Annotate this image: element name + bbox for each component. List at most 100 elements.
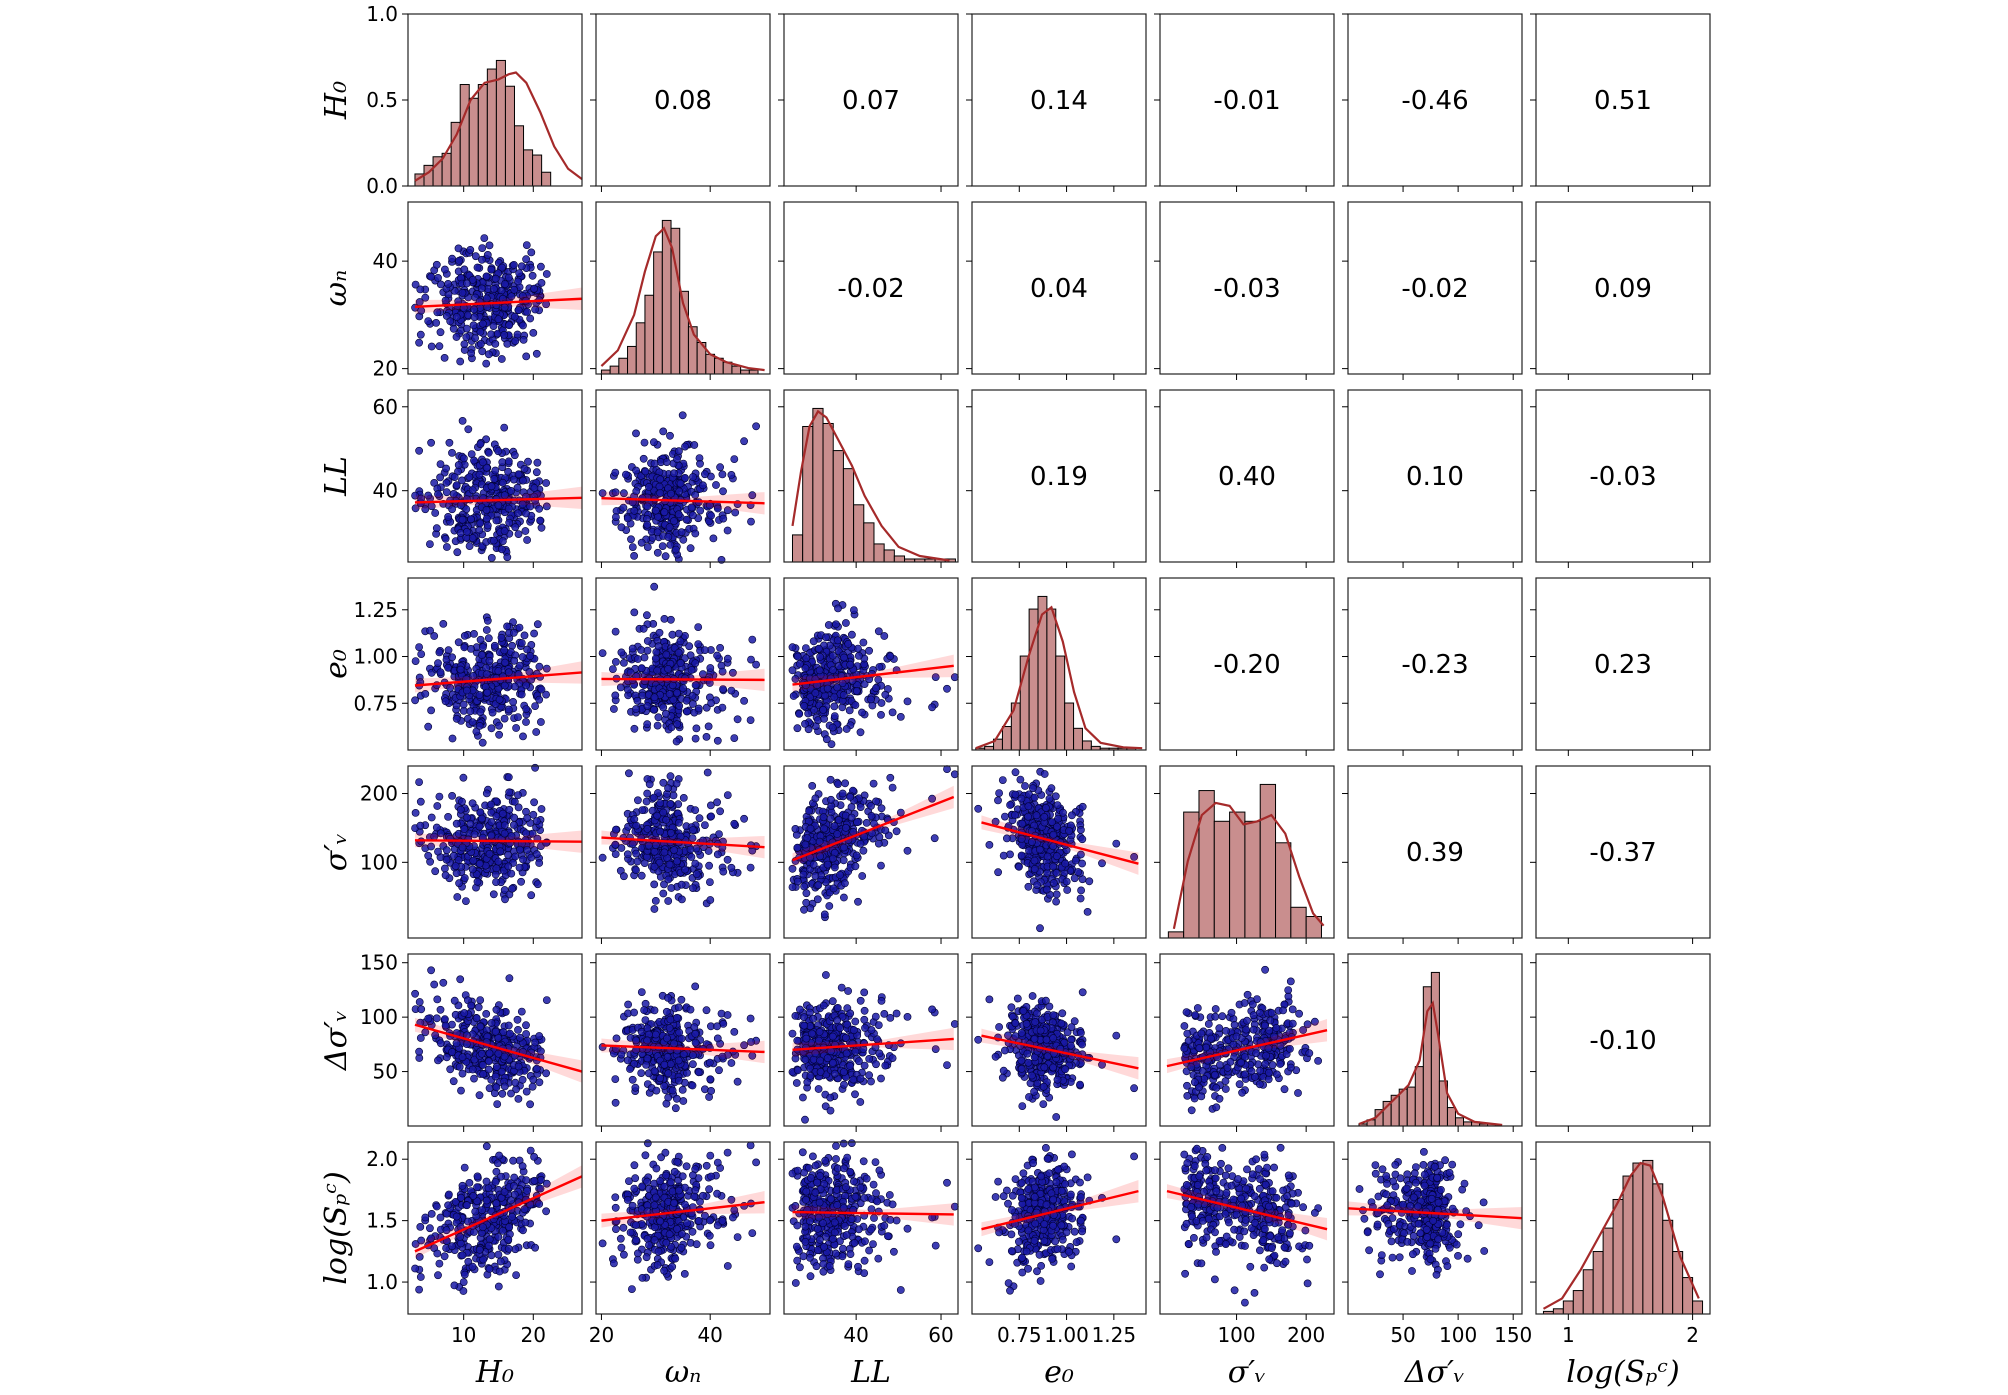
scatter-point (860, 1006, 869, 1015)
scatter-point (513, 330, 522, 339)
scatter-point (531, 1038, 539, 1047)
scatter-point (530, 484, 539, 492)
scatter-point (664, 665, 672, 673)
scatter-point (482, 506, 491, 514)
scatter-point (1053, 852, 1061, 861)
scatter-point (500, 646, 509, 655)
scatter-point (485, 241, 494, 250)
scatter-point (448, 1048, 456, 1056)
scatter-point (632, 487, 641, 496)
scatter-point (1083, 907, 1092, 916)
scatter-point (619, 503, 628, 512)
scatter-point (667, 884, 676, 892)
scatter-point (427, 813, 436, 822)
scatter-point (840, 893, 848, 902)
scatter-point (799, 870, 808, 879)
scatter-point (522, 1030, 530, 1038)
scatter-point (689, 511, 697, 520)
cell-r0-c5: -0.46 (1342, 13, 1523, 192)
scatter-point (658, 542, 667, 550)
correlation-value: -0.37 (1589, 838, 1656, 868)
scatter-point (431, 509, 440, 517)
scatter-point (716, 644, 724, 652)
scatter-point (716, 807, 724, 816)
scatter-point (457, 1086, 465, 1095)
scatter-point (1047, 784, 1056, 793)
scatter-point (519, 732, 527, 741)
scatter-point (425, 540, 434, 548)
scatter-point (630, 815, 639, 824)
scatter-point (524, 457, 532, 466)
scatter-point (802, 654, 811, 663)
cell-r4-c3 (966, 765, 1147, 944)
scatter-point (664, 994, 672, 1002)
scatter-point (740, 697, 748, 705)
histogram-bar (853, 504, 865, 563)
scatter-point (471, 334, 479, 342)
scatter-point (473, 263, 482, 272)
scatter-point (479, 1061, 487, 1069)
scatter-point (653, 548, 662, 557)
cell-r3-c5: -0.23 (1342, 577, 1523, 756)
scatter-point (690, 1023, 699, 1031)
scatter-point (808, 781, 817, 790)
scatter-point (517, 1007, 526, 1016)
scatter-point (1032, 811, 1041, 820)
scatter-point (985, 841, 994, 849)
scatter-point (415, 778, 424, 786)
scatter-point (1040, 813, 1049, 821)
scatter-point (516, 845, 524, 854)
subplot-frame (595, 201, 771, 375)
scatter-point (793, 877, 802, 886)
scatter-point (833, 830, 842, 838)
scatter-point (685, 642, 694, 651)
scatter-point (1065, 827, 1073, 835)
scatter-point (668, 630, 677, 639)
scatter-point (833, 683, 842, 692)
scatter-point (664, 875, 673, 884)
scatter-point (463, 279, 471, 288)
scatter-point (809, 860, 818, 869)
kde-curve (414, 71, 583, 182)
scatter-point (837, 983, 846, 992)
scatter-point (459, 773, 468, 782)
scatter-point (434, 847, 442, 856)
cell-r3-c3 (966, 577, 1147, 756)
scatter-point (1049, 862, 1057, 871)
scatter-point (504, 273, 513, 282)
cell-r1-c4: -0.03 (1154, 201, 1335, 380)
scatter-point (1059, 808, 1067, 817)
cell-r3-c1 (590, 577, 771, 756)
correlation-value: 0.10 (1406, 462, 1464, 492)
scatter-point (493, 1100, 502, 1108)
scatter-point (659, 427, 668, 436)
scatter-point (487, 800, 495, 809)
scatter-point (850, 606, 858, 614)
histogram-bar (1275, 842, 1292, 939)
scatter-point (645, 483, 653, 491)
scatter-point (675, 487, 684, 496)
y-tick-label: 100 (360, 850, 398, 874)
scatter-point (811, 689, 820, 697)
subplot-frame (1159, 201, 1335, 375)
scatter-point (687, 666, 696, 674)
scatter-point (651, 506, 660, 515)
scatter-point (694, 623, 703, 631)
scatter-point (411, 989, 419, 998)
scatter-point (434, 659, 442, 668)
scatter-point (713, 798, 721, 807)
correlation-value: -0.23 (1401, 650, 1468, 680)
scatter-point (1085, 877, 1094, 886)
scatter-point (482, 789, 491, 798)
scatter-point (465, 542, 474, 550)
scatter-point (427, 272, 435, 281)
scatter-point (851, 862, 860, 871)
scatter-point (827, 795, 835, 804)
scatter-point (673, 688, 681, 697)
scatter-point (511, 523, 520, 532)
scatter-point (892, 827, 901, 836)
scatter-point (854, 897, 862, 906)
scatter-point (458, 1053, 467, 1062)
scatter-point (809, 637, 818, 646)
scatter-point (670, 846, 678, 854)
